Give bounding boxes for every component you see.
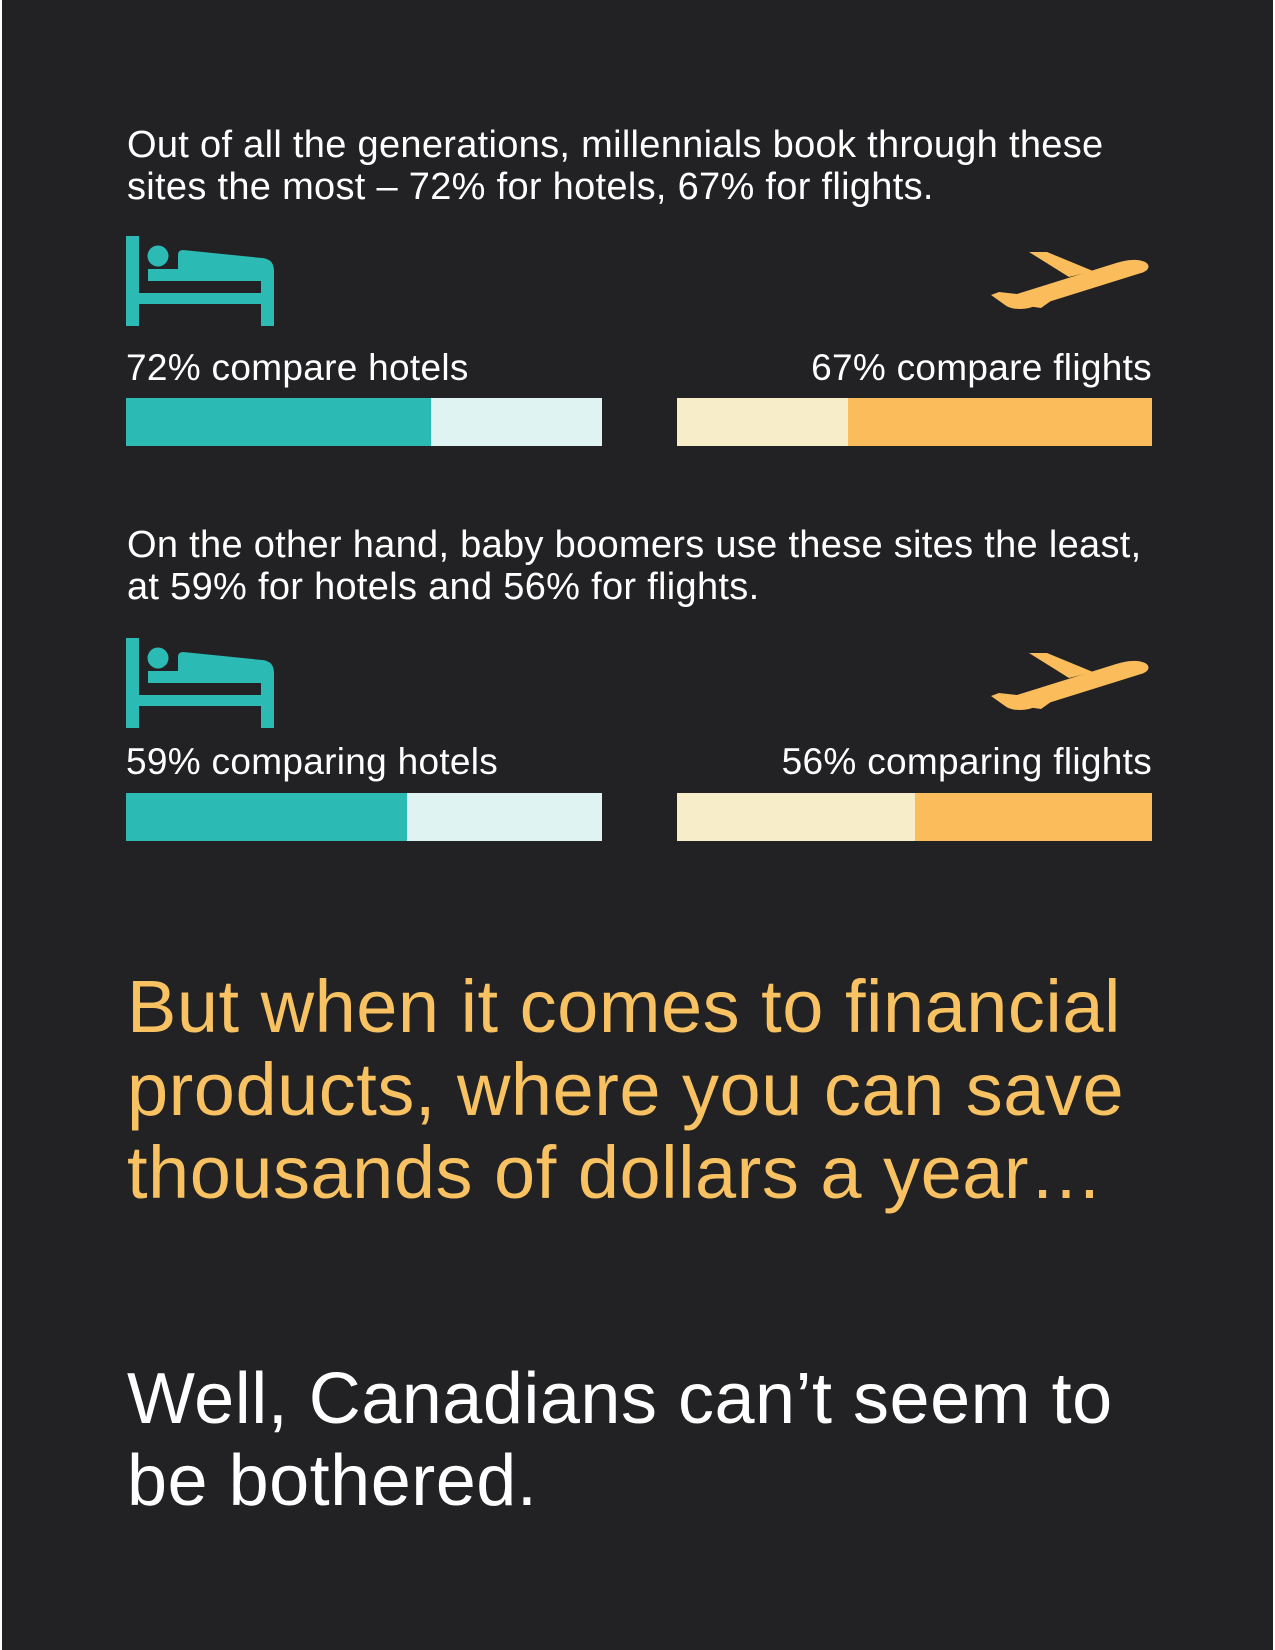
closing-statement: Well, Canadians can’t seem to be bothere…	[127, 1359, 1113, 1521]
airplane-icon	[991, 653, 1149, 710]
boomers-flights-label: 56% comparing flights	[781, 741, 1152, 782]
boomers-hotels-bar	[126, 793, 602, 841]
millennials-flights-bar	[677, 398, 1152, 446]
bed-icon	[126, 638, 274, 728]
millennials-flights-bar-fill	[848, 398, 1152, 446]
millennials-hotels-bar	[126, 398, 602, 446]
millennials-intro-text: Out of all the generations, millennials …	[127, 124, 1104, 208]
boomers-hotels-bar-fill	[126, 793, 407, 841]
boomers-hotels-label: 59% comparing hotels	[126, 741, 499, 782]
boomers-flights-bar	[677, 793, 1152, 841]
millennials-flights-label: 67% compare flights	[811, 347, 1152, 388]
bed-icon	[126, 236, 274, 326]
airplane-icon	[991, 252, 1149, 309]
millennials-hotels-label: 72% compare hotels	[126, 347, 469, 388]
boomers-flights-bar-fill	[914, 793, 1152, 841]
millennials-hotels-bar-fill	[126, 398, 431, 446]
boomers-intro-text: On the other hand, baby boomers use thes…	[127, 524, 1142, 608]
financial-products-headline: But when it comes to financial products,…	[127, 965, 1125, 1214]
